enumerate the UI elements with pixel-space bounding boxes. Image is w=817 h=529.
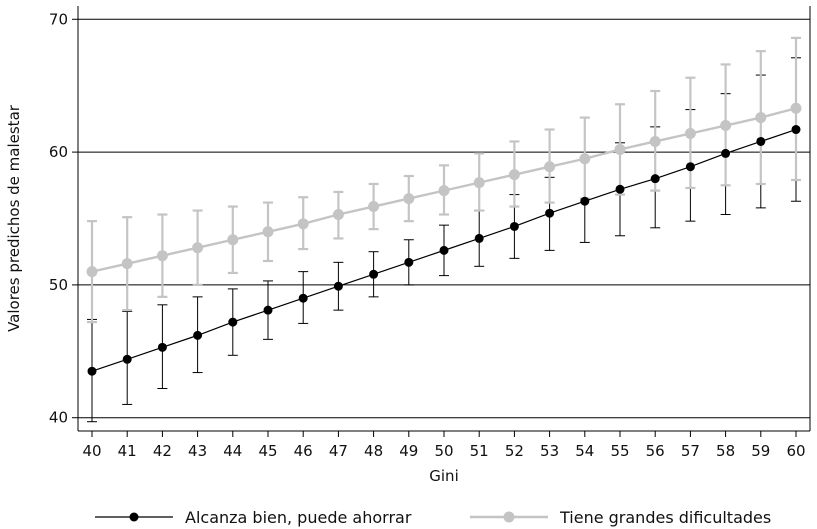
data-point: [333, 209, 344, 220]
x-tick-label: 55: [610, 442, 629, 460]
x-tick-label: 60: [786, 442, 805, 460]
data-point: [368, 201, 379, 212]
x-tick-label: 50: [434, 442, 453, 460]
data-point: [475, 234, 484, 243]
data-point: [298, 218, 309, 229]
data-point: [544, 161, 555, 172]
data-point: [263, 226, 274, 237]
grid-lines: [78, 19, 810, 417]
data-point: [791, 103, 802, 114]
data-point: [87, 266, 98, 277]
x-tick-label: 54: [575, 442, 594, 460]
axes: [72, 6, 810, 437]
y-tick-label: 70: [49, 10, 68, 28]
x-tick-label: 53: [540, 442, 559, 460]
x-tick-label: 56: [646, 442, 665, 460]
data-point: [650, 136, 661, 147]
data-point: [264, 306, 273, 315]
y-tick-label: 60: [49, 143, 68, 161]
x-tick-label: 41: [118, 442, 137, 460]
data-point: [123, 355, 132, 364]
y-tick-label: 40: [49, 409, 68, 427]
legend: Alcanza bien, puede ahorrar Tiene grandes…: [95, 508, 771, 527]
data-point: [580, 197, 589, 206]
data-point: [685, 128, 696, 139]
x-tick-label: 43: [188, 442, 207, 460]
data-point: [686, 162, 695, 171]
x-tick-label: 59: [751, 442, 770, 460]
x-tick-label: 52: [505, 442, 524, 460]
data-point: [510, 222, 519, 231]
data-point: [404, 258, 413, 267]
data-point: [720, 120, 731, 131]
data-point: [403, 193, 414, 204]
x-tick-label: 45: [258, 442, 277, 460]
x-tick-label: 47: [329, 442, 348, 460]
data-point: [439, 185, 450, 196]
y-tick-label: 50: [49, 276, 68, 294]
legend-label: Tiene grandes dificultades: [559, 508, 771, 527]
x-tick-label: 49: [399, 442, 418, 460]
legend-label: Alcanza bien, puede ahorrar: [185, 508, 412, 527]
data-point: [721, 149, 730, 158]
y-axis-title: Valores predichos de malestar: [5, 104, 23, 332]
data-point: [545, 209, 554, 218]
data-point: [509, 169, 520, 180]
x-tick-label: 46: [294, 442, 313, 460]
data-point: [579, 153, 590, 164]
legend-marker: [130, 513, 139, 522]
data-point: [122, 258, 133, 269]
x-axis-title: Gini: [429, 467, 458, 485]
error-bars: [87, 38, 801, 422]
data-point: [88, 367, 97, 376]
x-tick-label: 58: [716, 442, 735, 460]
data-point: [792, 125, 801, 134]
data-point: [369, 270, 378, 279]
data-point: [440, 246, 449, 255]
x-tick-label: 57: [681, 442, 700, 460]
x-tick-label: 51: [470, 442, 489, 460]
x-tick-label: 42: [153, 442, 172, 460]
data-point: [227, 234, 238, 245]
data-point: [334, 282, 343, 291]
data-point: [615, 144, 626, 155]
data-point: [192, 242, 203, 253]
data-point: [158, 343, 167, 352]
x-tick-label: 40: [82, 442, 101, 460]
data-point: [755, 112, 766, 123]
data-point: [193, 331, 202, 340]
data-point: [616, 185, 625, 194]
data-point: [157, 250, 168, 261]
x-tick-label: 48: [364, 442, 383, 460]
data-point: [756, 137, 765, 146]
data-point: [228, 318, 237, 327]
data-point: [299, 294, 308, 303]
data-point: [474, 177, 485, 188]
legend-marker: [504, 512, 515, 523]
data-point: [651, 174, 660, 183]
x-tick-label: 44: [223, 442, 242, 460]
